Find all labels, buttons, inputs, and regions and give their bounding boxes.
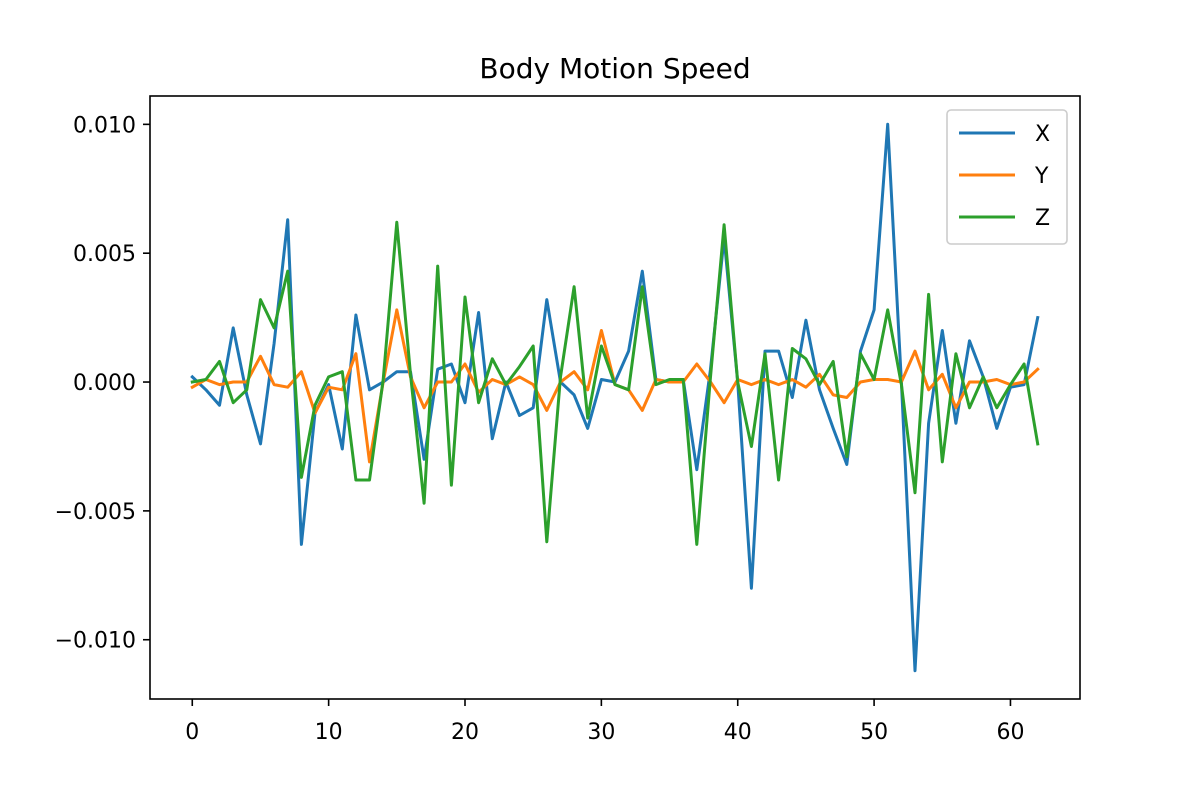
- y-tick-label: −0.010: [55, 629, 136, 654]
- y-tick-label: 0.010: [73, 113, 136, 138]
- x-tick-label: 40: [724, 720, 752, 745]
- legend-label-z: Z: [1035, 206, 1050, 231]
- legend-label-y: Y: [1034, 164, 1049, 189]
- y-tick-label: 0.000: [73, 371, 136, 396]
- y-tick-label: 0.005: [73, 242, 136, 267]
- x-axis: 0 10 20 30 40 50 60: [185, 699, 1024, 745]
- legend-label-x: X: [1035, 122, 1050, 147]
- plot-area: [149, 95, 1081, 700]
- legend-box: [946, 109, 1068, 245]
- chart-title: Body Motion Speed: [479, 52, 750, 85]
- x-tick-label: 30: [587, 720, 615, 745]
- x-tick-label: 50: [860, 720, 888, 745]
- series-line-z: [190, 220, 1040, 546]
- y-tick-label: −0.005: [55, 500, 136, 525]
- x-tick-label: 20: [451, 720, 479, 745]
- legend: XYZ: [946, 109, 1068, 245]
- x-tick-label: 60: [996, 720, 1024, 745]
- y-axis: −0.010 −0.005 0.000 0.005 0.010: [55, 113, 150, 654]
- axes-frame: [149, 95, 1081, 700]
- x-tick-label: 0: [185, 720, 199, 745]
- x-tick-label: 10: [315, 720, 343, 745]
